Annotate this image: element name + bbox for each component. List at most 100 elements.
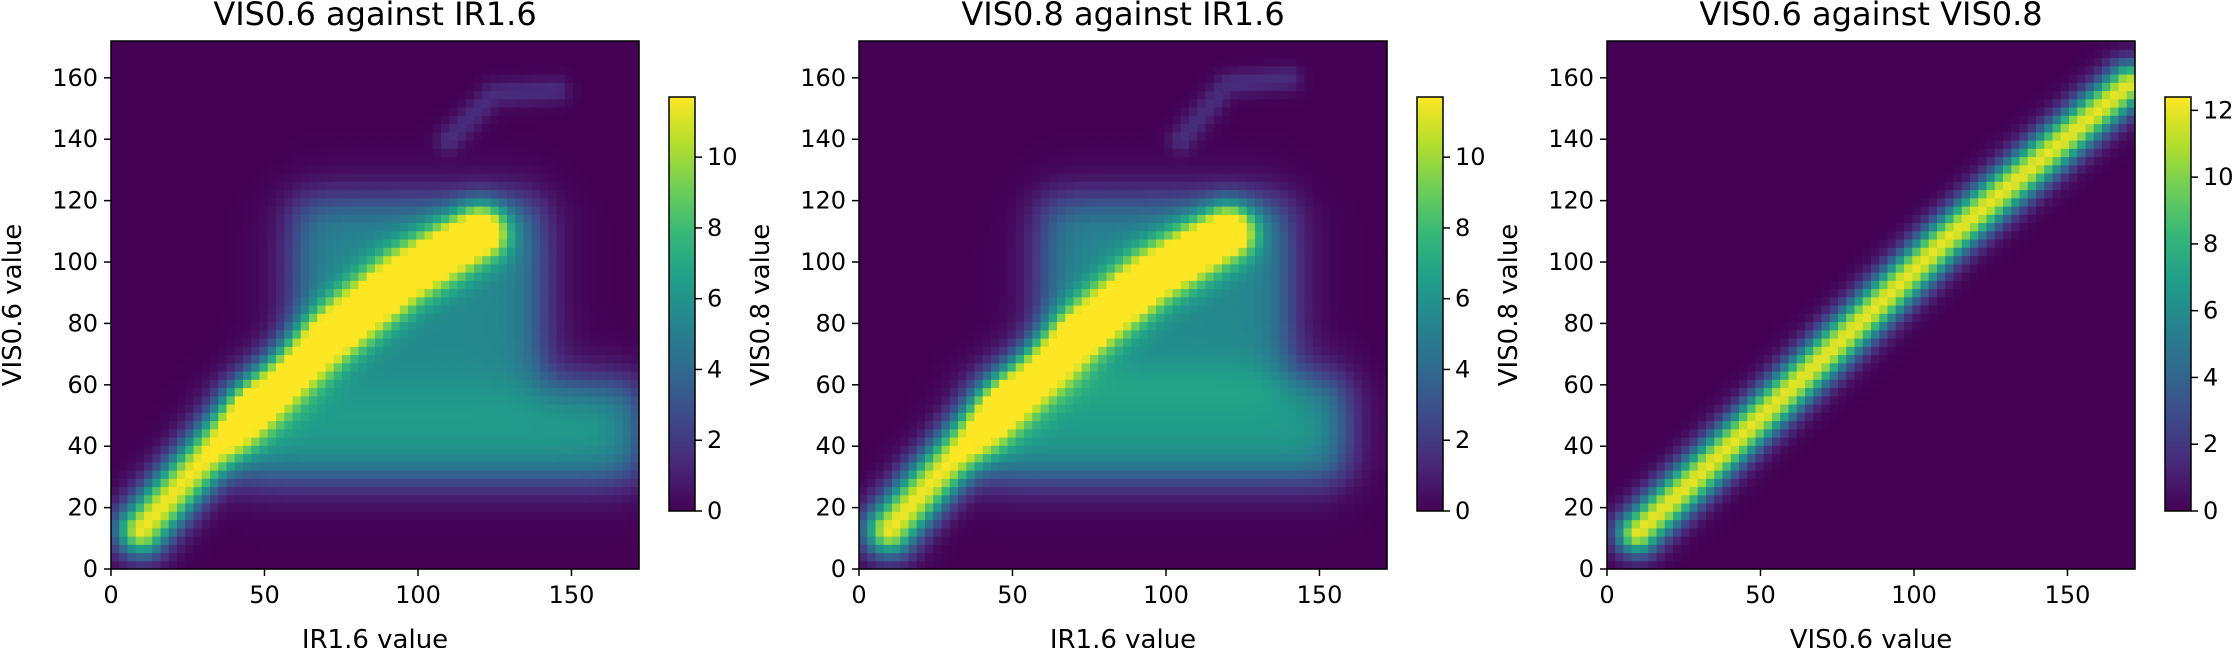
heatmap-cell	[531, 107, 541, 116]
heatmap-cell	[144, 536, 153, 545]
heatmap-cell	[284, 173, 294, 182]
heatmap-cell	[622, 206, 632, 215]
heatmap-cell	[399, 395, 409, 405]
heatmap-cell	[267, 346, 277, 356]
heatmap-cell	[391, 90, 401, 100]
heatmap-cell	[883, 214, 893, 224]
heatmap-cell	[556, 49, 566, 59]
heatmap-cell	[949, 362, 959, 372]
heatmap-cell	[119, 445, 129, 455]
heatmap-cell	[867, 486, 877, 496]
heatmap-cell	[284, 49, 294, 59]
heatmap-cell	[276, 140, 285, 149]
heatmap-cell	[614, 164, 624, 174]
heatmap-cell	[531, 74, 541, 83]
heatmap-cell	[119, 206, 129, 215]
heatmap-cell	[958, 222, 967, 232]
heatmap-cell	[441, 486, 450, 496]
heatmap-cell	[119, 156, 129, 166]
heatmap-cell	[900, 90, 910, 100]
heatmap-cell	[408, 98, 417, 108]
heatmap-cell	[614, 511, 624, 521]
heatmap-cell	[201, 420, 211, 430]
heatmap-cell	[276, 461, 285, 471]
heatmap-cell	[408, 206, 417, 215]
heatmap-cell	[958, 346, 967, 356]
heatmap-cell	[564, 461, 574, 471]
heatmap-cell	[958, 173, 967, 182]
heatmap-cell	[548, 379, 558, 389]
heatmap-cell	[523, 478, 533, 488]
heatmap-cell	[243, 412, 252, 422]
heatmap-cell	[201, 65, 211, 75]
heatmap-cell	[908, 321, 918, 331]
heatmap-cell	[416, 470, 426, 479]
heatmap-cell	[399, 313, 409, 323]
heatmap-cell	[276, 263, 285, 273]
heatmap-cell	[589, 288, 599, 298]
heatmap-cell	[300, 131, 310, 141]
heatmap-cell	[226, 461, 236, 471]
heatmap-cell	[350, 131, 360, 141]
heatmap-cell	[284, 536, 294, 545]
heatmap-cell	[482, 379, 492, 389]
heatmap-cell	[589, 445, 599, 455]
heatmap-cell	[144, 338, 153, 347]
heatmap-cell	[933, 354, 943, 364]
heatmap-cell	[358, 173, 368, 182]
heatmap-cell	[490, 395, 500, 405]
heatmap-cell	[966, 445, 976, 455]
heatmap-cell	[111, 65, 120, 75]
heatmap-cell	[589, 362, 599, 372]
heatmap-cell	[210, 321, 219, 331]
heatmap-cell	[317, 379, 327, 389]
heatmap-cell	[127, 65, 137, 75]
heatmap-cell	[556, 453, 566, 463]
heatmap-cell	[408, 362, 417, 372]
heatmap-cell	[867, 90, 877, 100]
heatmap-cell	[177, 313, 186, 323]
heatmap-cell	[408, 222, 417, 232]
heatmap-cell	[548, 255, 558, 265]
heatmap-cell	[309, 494, 318, 504]
heatmap-cell	[267, 230, 277, 240]
heatmap-cell	[210, 57, 219, 67]
heatmap-cell	[259, 123, 269, 133]
heatmap-cell	[432, 478, 442, 488]
heatmap-cell	[564, 173, 574, 182]
heatmap-cell	[556, 123, 566, 133]
heatmap-cell	[581, 470, 591, 479]
heatmap-cell	[391, 305, 401, 314]
heatmap-cell	[119, 296, 129, 306]
heatmap-cell	[160, 527, 170, 537]
heatmap-cell	[144, 511, 153, 521]
heatmap-cell	[597, 214, 607, 224]
heatmap-cell	[498, 115, 508, 125]
heatmap-cell	[564, 511, 574, 521]
heatmap-cell	[375, 57, 384, 67]
heatmap-cell	[581, 222, 591, 232]
heatmap-cell	[383, 552, 393, 562]
heatmap-cell	[573, 404, 582, 413]
heatmap-cell	[925, 354, 934, 364]
heatmap-cell	[160, 82, 170, 92]
heatmap-cell	[416, 98, 426, 108]
heatmap-cell	[309, 49, 318, 59]
heatmap-cell	[226, 321, 236, 331]
heatmap-cell	[127, 527, 137, 537]
heatmap-cell	[259, 173, 269, 182]
heatmap-cell	[465, 338, 475, 347]
heatmap-cell	[867, 49, 877, 59]
heatmap-cell	[416, 280, 426, 290]
heatmap-cell	[531, 404, 541, 413]
heatmap-cell	[441, 255, 450, 265]
heatmap-cell	[259, 280, 269, 290]
heatmap-cell	[375, 519, 384, 529]
heatmap-cell	[168, 164, 178, 174]
heatmap-cell	[309, 503, 318, 512]
heatmap-cell	[441, 445, 450, 455]
heatmap-cell	[556, 189, 566, 199]
heatmap-cell	[515, 494, 525, 504]
heatmap-cell	[276, 519, 285, 529]
heatmap-cell	[474, 445, 483, 455]
